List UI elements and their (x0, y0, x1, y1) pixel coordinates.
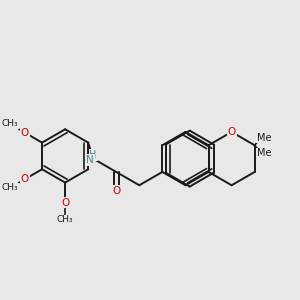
Text: Me: Me (257, 148, 271, 158)
Text: CH₃: CH₃ (2, 119, 18, 128)
Text: O: O (112, 186, 120, 196)
Text: O: O (61, 198, 69, 208)
Text: O: O (21, 174, 29, 184)
Text: O: O (227, 127, 236, 137)
Text: O: O (21, 128, 29, 138)
Text: CH₃: CH₃ (57, 215, 74, 224)
Text: Me: Me (257, 133, 271, 142)
Text: CH₃: CH₃ (2, 183, 18, 192)
Text: N: N (86, 155, 94, 165)
Text: H: H (89, 150, 97, 160)
